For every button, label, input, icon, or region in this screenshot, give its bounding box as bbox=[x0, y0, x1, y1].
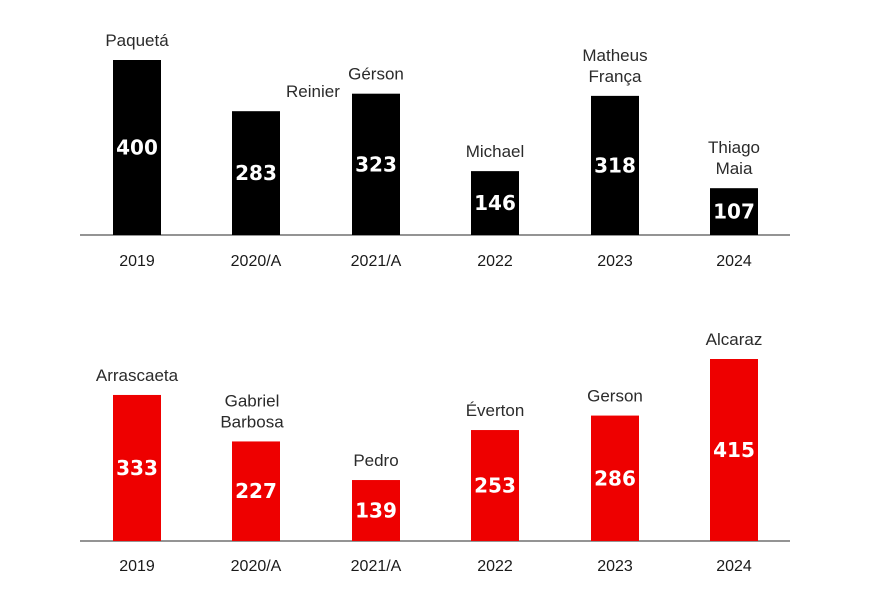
player-name-label: Éverton bbox=[466, 401, 525, 420]
player-name-label: Thiago Maia bbox=[708, 138, 760, 178]
player-name-label: Gerson bbox=[587, 387, 643, 406]
bar-2022 bbox=[471, 171, 519, 235]
x-tick-label: 2020/A bbox=[231, 558, 282, 575]
player-name-label: Matheus França bbox=[582, 46, 647, 86]
player-name-label: Paquetá bbox=[105, 31, 169, 50]
player-name-label: Michael bbox=[466, 142, 525, 161]
chart-panel-1: 400 2019 Paquetá 283 2020/A Reinier 323 2021/A G… bbox=[80, 31, 790, 270]
data-label: 333 bbox=[116, 456, 158, 480]
data-label: 286 bbox=[594, 466, 636, 490]
bar-2019 bbox=[113, 394, 161, 541]
player-name-label: Gabriel Barbosa bbox=[220, 391, 284, 431]
data-label: 415 bbox=[713, 438, 755, 462]
player-name-label: Gérson bbox=[348, 65, 404, 84]
player-name-label: Alcaraz bbox=[706, 330, 763, 349]
player-name-label: Reinier bbox=[286, 82, 340, 101]
player-name-label: Arrascaeta bbox=[96, 366, 179, 385]
data-label: 400 bbox=[116, 136, 158, 160]
bar-2020/A bbox=[232, 441, 280, 541]
bar-2020/A bbox=[232, 111, 280, 235]
chart-panel-2: 333 2019 Arrascaeta 227 2020/A Gabriel Barbosa… bbox=[80, 330, 790, 575]
player-name-label: Pedro bbox=[353, 451, 398, 470]
bar-2023 bbox=[591, 415, 639, 541]
x-tick-label: 2022 bbox=[477, 558, 513, 575]
x-tick-label: 2019 bbox=[119, 558, 155, 575]
x-tick-label: 2021/A bbox=[351, 253, 402, 270]
bar-2019 bbox=[113, 60, 161, 235]
x-tick-label: 2019 bbox=[119, 253, 155, 270]
data-label: 107 bbox=[713, 200, 755, 224]
bar-2024 bbox=[710, 188, 758, 235]
data-label: 318 bbox=[594, 153, 636, 177]
x-tick-label: 2020/A bbox=[231, 253, 282, 270]
x-tick-label: 2023 bbox=[597, 558, 633, 575]
data-label: 146 bbox=[474, 191, 516, 215]
x-tick-label: 2024 bbox=[716, 558, 752, 575]
bar-2021/A bbox=[352, 480, 400, 541]
x-tick-label: 2024 bbox=[716, 253, 752, 270]
bar-2021/A bbox=[352, 93, 400, 235]
bar-2024 bbox=[710, 359, 758, 541]
bar-2023 bbox=[591, 95, 639, 235]
data-label: 227 bbox=[235, 479, 277, 503]
bar-2022 bbox=[471, 430, 519, 541]
data-label: 139 bbox=[355, 499, 397, 523]
x-tick-label: 2023 bbox=[597, 253, 633, 270]
data-label: 253 bbox=[474, 474, 516, 498]
data-label: 323 bbox=[355, 152, 397, 176]
data-label: 283 bbox=[235, 161, 277, 185]
x-tick-label: 2021/A bbox=[351, 558, 402, 575]
x-tick-label: 2022 bbox=[477, 253, 513, 270]
